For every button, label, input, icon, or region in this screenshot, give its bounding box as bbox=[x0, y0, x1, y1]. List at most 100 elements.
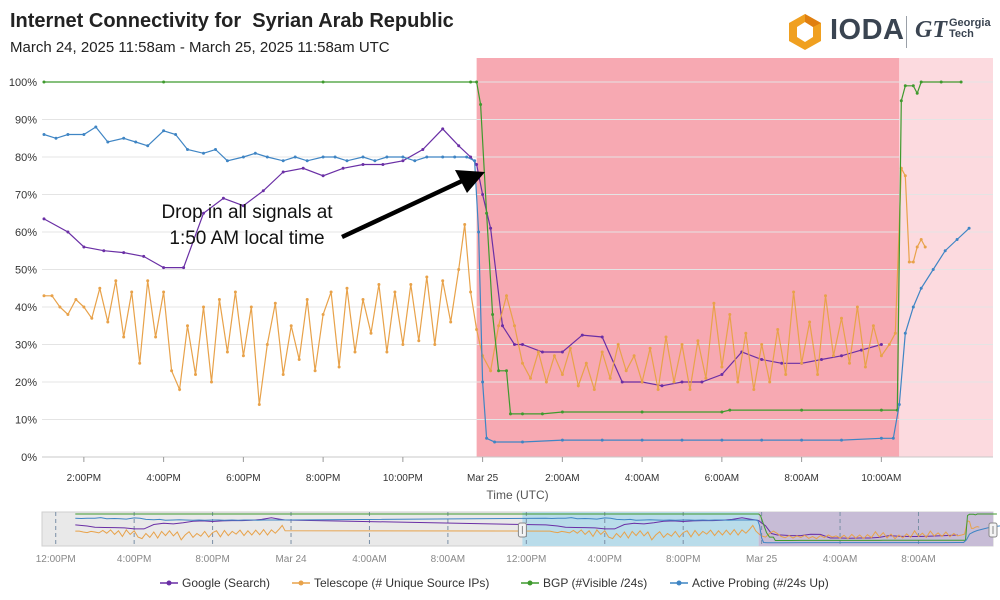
y-tick-label: 40% bbox=[15, 302, 37, 314]
y-tick-label: 20% bbox=[15, 377, 37, 389]
data-point-google bbox=[720, 373, 724, 376]
navigator-tick-label: Mar 25 bbox=[746, 554, 778, 565]
data-point-google bbox=[401, 159, 405, 163]
x-axis-label: Time (UTC) bbox=[486, 488, 548, 502]
time-navigator[interactable]: 12:00PM 4:00PM 8:00PM Mar 24 4:00AM 8:00AM 12:… bbox=[0, 508, 1000, 568]
data-point-telescope bbox=[337, 365, 341, 369]
data-point-probing bbox=[800, 438, 804, 442]
data-point-google bbox=[859, 348, 863, 352]
data-point-telescope bbox=[321, 313, 325, 316]
data-point-telescope bbox=[305, 298, 309, 301]
data-point-telescope bbox=[475, 328, 479, 331]
data-point-probing bbox=[202, 151, 205, 155]
data-point-probing bbox=[840, 438, 843, 442]
x-tick-label: 4:00PM bbox=[146, 473, 180, 484]
data-point-google bbox=[760, 358, 764, 361]
data-point-telescope bbox=[560, 373, 564, 376]
data-point-telescope bbox=[784, 373, 788, 376]
navigator-tick-label: 8:00AM bbox=[901, 554, 935, 565]
data-point-bgp bbox=[321, 80, 325, 84]
data-point-telescope bbox=[58, 305, 62, 309]
data-point-probing bbox=[640, 438, 644, 442]
data-point-probing bbox=[441, 155, 445, 159]
x-tick-label: 8:00AM bbox=[784, 473, 818, 484]
data-point-probing bbox=[361, 155, 365, 159]
navigator-tick-label: 4:00PM bbox=[117, 554, 151, 565]
data-point-telescope bbox=[409, 283, 413, 286]
data-point-telescope bbox=[776, 328, 780, 331]
data-point-google bbox=[879, 343, 883, 346]
data-point-probing bbox=[401, 155, 405, 159]
legend-swatch-icon bbox=[670, 580, 688, 586]
data-point-google bbox=[441, 127, 445, 131]
data-point-telescope bbox=[186, 324, 189, 328]
data-point-bgp bbox=[728, 408, 732, 412]
data-point-google bbox=[261, 189, 265, 193]
navigator-line-bgp bbox=[75, 513, 997, 541]
data-point-telescope bbox=[249, 305, 253, 309]
x-tick-label: 6:00PM bbox=[226, 473, 260, 484]
data-point-telescope bbox=[425, 275, 429, 279]
data-point-telescope bbox=[855, 305, 859, 309]
annotation-line-2: 1:50 AM local time bbox=[169, 228, 324, 249]
data-point-telescope bbox=[369, 331, 373, 335]
data-point-google bbox=[580, 333, 584, 337]
data-point-bgp bbox=[720, 410, 724, 414]
data-point-probing bbox=[891, 436, 895, 440]
data-point-telescope bbox=[576, 384, 580, 388]
data-point-telescope bbox=[893, 331, 897, 335]
data-point-telescope bbox=[489, 369, 493, 373]
data-point-probing bbox=[911, 305, 915, 309]
data-point-google bbox=[680, 380, 684, 384]
data-point-telescope bbox=[265, 343, 269, 346]
legend-label: BGP (#Visible /24s) bbox=[543, 576, 648, 590]
data-point-probing bbox=[897, 403, 901, 406]
ioda-logo[interactable]: IODA GT Georgia Tech bbox=[786, 10, 992, 54]
data-point-telescope bbox=[98, 286, 102, 290]
legend-label: Google (Search) bbox=[182, 576, 271, 590]
data-point-telescope bbox=[871, 324, 875, 328]
navigator-tick-label: 4:00AM bbox=[823, 554, 857, 565]
data-point-google bbox=[489, 226, 493, 230]
data-point-bgp bbox=[475, 80, 479, 84]
x-tick-label: Mar 25 bbox=[467, 473, 499, 484]
data-point-probing bbox=[465, 155, 469, 159]
data-point-telescope bbox=[417, 339, 421, 343]
annotation-arrow-head bbox=[455, 170, 485, 193]
data-point-probing bbox=[321, 155, 325, 159]
data-point-probing bbox=[333, 155, 337, 159]
data-point-google bbox=[820, 358, 823, 361]
y-tick-label: 30% bbox=[15, 340, 37, 352]
data-point-telescope bbox=[106, 320, 110, 324]
navigator-tick-label: 8:00AM bbox=[431, 554, 465, 565]
data-point-telescope bbox=[313, 369, 317, 373]
logo-separator bbox=[906, 16, 907, 48]
data-point-telescope bbox=[497, 324, 501, 328]
data-point-telescope bbox=[50, 294, 54, 298]
annotation-line-1: Drop in all signals at bbox=[161, 202, 333, 223]
data-point-telescope bbox=[568, 346, 572, 350]
data-point-google bbox=[481, 193, 485, 196]
data-point-probing bbox=[481, 380, 485, 384]
ioda-hexagon-icon bbox=[789, 14, 821, 50]
data-point-bgp bbox=[485, 211, 489, 215]
data-point-telescope bbox=[393, 290, 397, 294]
data-point-google bbox=[475, 163, 479, 166]
data-point-google bbox=[361, 163, 365, 166]
connectivity-chart[interactable]: 0% 10% 20% 30% 40% 50% 60% 70% 80% 90% 100% 2:00PM 4… bbox=[0, 0, 1000, 510]
data-point-google bbox=[381, 163, 385, 166]
data-point-google bbox=[700, 380, 704, 384]
y-tick-label: 10% bbox=[15, 415, 37, 427]
data-point-bgp bbox=[959, 80, 963, 84]
data-point-telescope bbox=[800, 361, 804, 365]
data-point-bgp bbox=[800, 408, 804, 412]
outage-band-1 bbox=[899, 58, 993, 457]
data-point-telescope bbox=[122, 335, 126, 339]
georgia-tech-monogram: GT bbox=[915, 17, 947, 43]
data-point-probing bbox=[560, 438, 564, 442]
data-point-probing bbox=[82, 133, 86, 136]
y-tick-label: 0% bbox=[21, 452, 37, 464]
data-point-bgp bbox=[479, 103, 483, 106]
x-tick-label: 10:00AM bbox=[861, 473, 901, 484]
data-point-telescope bbox=[816, 373, 820, 376]
